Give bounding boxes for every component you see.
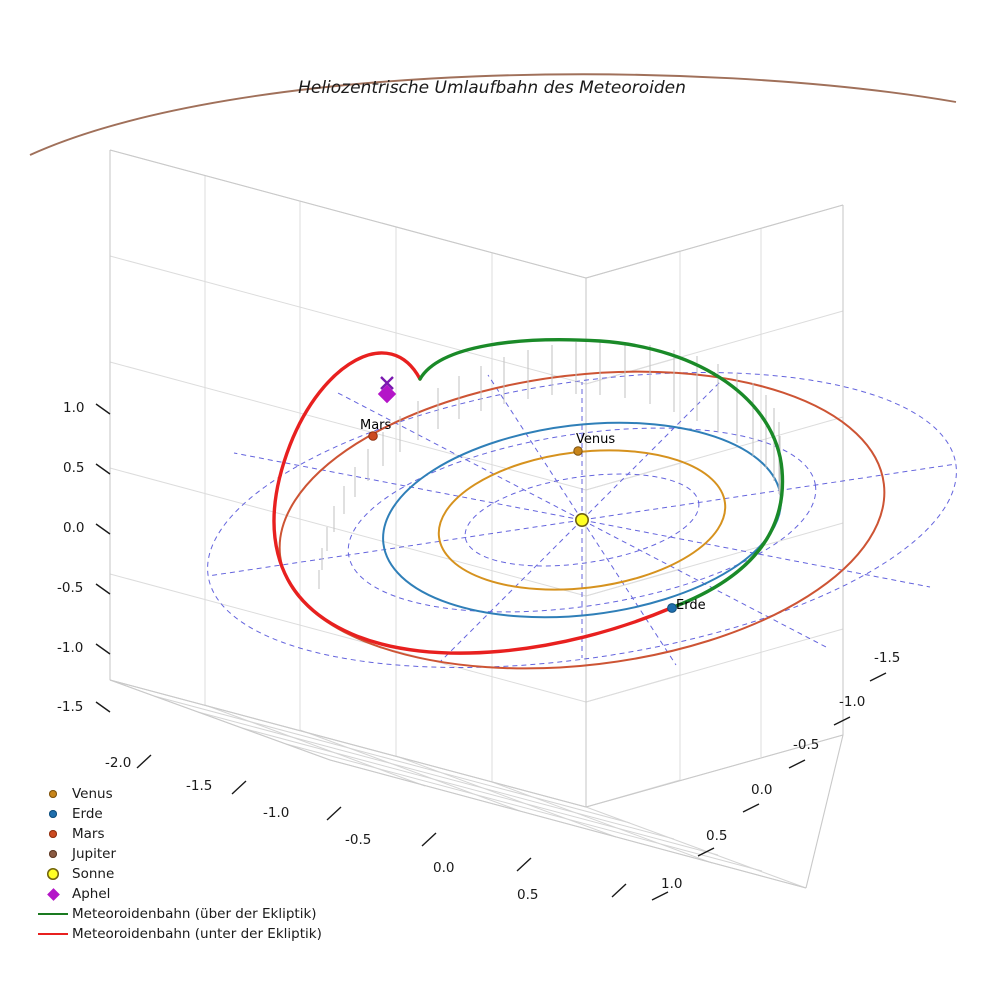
pane-left-wall: [109, 149, 587, 808]
z-tick-label: 0.5: [63, 460, 85, 476]
y-tick-label: 0.0: [751, 782, 773, 798]
legend: Venus Erde Mars Jupiter Sonne: [34, 784, 322, 944]
x-tick-label: -1.0: [263, 805, 290, 821]
y-axis-ticks: [651, 672, 887, 901]
y-tick-label: -1.5: [874, 650, 901, 666]
legend-label: Jupiter: [72, 846, 117, 862]
pane-right-wall: [585, 204, 844, 808]
sonne-dot-icon: [34, 868, 72, 880]
venus-dot-icon: [34, 790, 72, 798]
meteoroid-orbit-above-ecliptic: [418, 338, 785, 610]
legend-item-meteoroid-above[interactable]: Meteoroidenbahn (über der Ekliptik): [34, 904, 322, 924]
orbit-jupiter: [29, 73, 957, 156]
z-tick-label: 0.0: [63, 520, 85, 536]
legend-label: Venus: [72, 786, 113, 802]
z-tick-label: -1.0: [57, 640, 84, 656]
y-tick-label: 0.5: [706, 828, 728, 844]
x-tick-label: -2.0: [105, 755, 132, 771]
legend-item-aphel[interactable]: Aphel: [34, 884, 322, 904]
legend-item-mars[interactable]: Mars: [34, 824, 322, 844]
legend-item-meteoroid-below[interactable]: Meteoroidenbahn (unter der Ekliptik): [34, 924, 322, 944]
y-tick-label: 1.0: [661, 876, 683, 892]
x-axis-ticks: [136, 754, 627, 898]
legend-label: Erde: [72, 806, 103, 822]
axis-tick-marks: [95, 403, 887, 901]
x-tick-label: -1.5: [186, 778, 213, 794]
stem-lines: [318, 341, 781, 589]
mars-marker: [368, 431, 378, 441]
page-title: Heliozentrische Umlaufbahn des Meteoroid…: [298, 78, 686, 98]
legend-item-sonne[interactable]: Sonne: [34, 864, 322, 884]
aphel-diamond-icon: [34, 887, 72, 901]
legend-label: Meteoroidenbahn (unter der Ekliptik): [72, 926, 322, 942]
legend-item-jupiter[interactable]: Jupiter: [34, 844, 322, 864]
y-tick-label: -1.0: [839, 694, 866, 710]
mars-dot-icon: [34, 830, 72, 838]
erde-marker: [667, 603, 677, 613]
legend-label: Aphel: [72, 886, 111, 902]
aphel-marker: [377, 376, 397, 404]
y-tick-label: -0.5: [793, 737, 820, 753]
legend-item-venus[interactable]: Venus: [34, 784, 322, 804]
erde-dot-icon: [34, 810, 72, 818]
axes-box-edges: [109, 149, 844, 889]
venus-marker: [573, 446, 583, 456]
venus-label: Venus: [576, 432, 616, 447]
x-tick-label: 0.5: [517, 887, 539, 903]
mars-label: Mars: [360, 418, 392, 433]
z-tick-label: -1.5: [57, 699, 84, 715]
legend-label: Mars: [72, 826, 105, 842]
z-axis-ticks: [95, 403, 111, 713]
z-tick-label: 1.0: [63, 400, 85, 416]
legend-label: Sonne: [72, 866, 115, 882]
axes-pane-grid: [109, 149, 844, 889]
erde-label: Erde: [676, 598, 706, 613]
legend-item-erde[interactable]: Erde: [34, 804, 322, 824]
legend-label: Meteoroidenbahn (über der Ekliptik): [72, 906, 317, 922]
meteoroid-orbit-below-ecliptic: [272, 351, 673, 655]
x-tick-label: 0.0: [433, 860, 455, 876]
green-line-icon: [34, 912, 72, 916]
red-line-icon: [34, 932, 72, 936]
x-tick-label: -0.5: [345, 832, 372, 848]
jupiter-dot-icon: [34, 850, 72, 858]
sun-marker: [574, 512, 589, 527]
z-tick-label: -0.5: [57, 580, 84, 596]
